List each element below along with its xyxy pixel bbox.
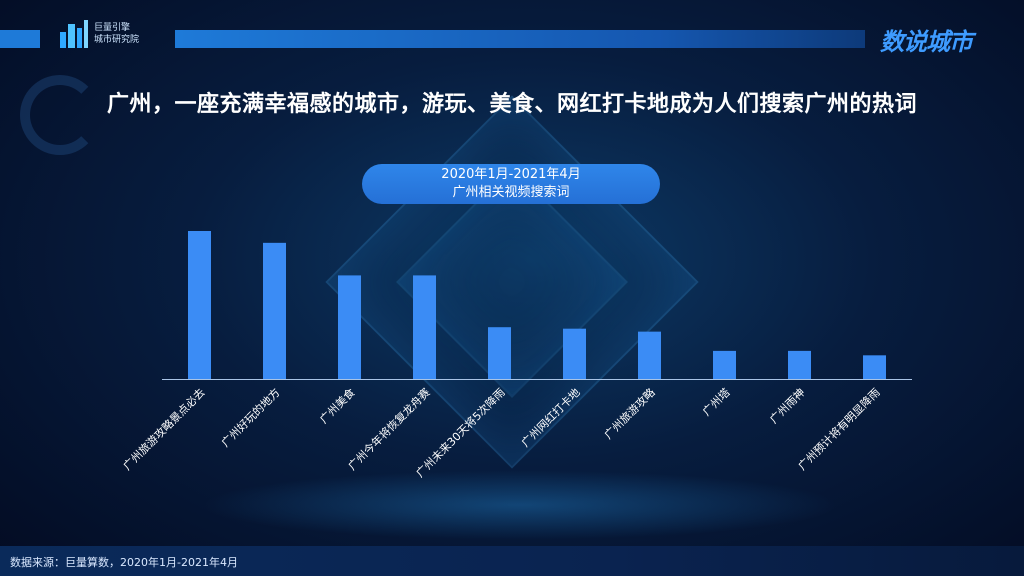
- x-tick-label-6: 广州网红打卡地: [518, 385, 582, 449]
- bar-5: [488, 327, 511, 379]
- logo-text: 巨量引擎 城市研究院: [94, 22, 139, 46]
- decorative-ring-icon: [20, 75, 100, 155]
- logo-line1: 巨量引擎: [94, 23, 131, 33]
- footer-bar: 数据来源：巨量算数，2020年1月-2021年4月: [0, 546, 1024, 576]
- x-tick-label-1: 广州旅游攻略景点必去: [120, 385, 208, 473]
- top-accent-bar-right: [175, 30, 865, 48]
- logo-line2: 城市研究院: [94, 35, 140, 45]
- bar-8: [713, 350, 736, 379]
- x-tick-label-7: 广州旅游攻略: [601, 385, 658, 442]
- bar-6: [563, 328, 586, 379]
- bar-7: [638, 331, 661, 379]
- data-source-note: 数据来源：巨量算数，2020年1月-2021年4月: [10, 556, 238, 569]
- x-tick-label-9: 广州雨神: [767, 385, 808, 426]
- background-floor-glow: [200, 470, 840, 540]
- x-tick-label-10: 广州预计将有明显降雨: [795, 385, 883, 473]
- page-title: 广州，一座充满幸福感的城市，游玩、美食、网红打卡地成为人们搜索广州的热词: [106, 92, 917, 117]
- chart-subtitle: 广州相关视频搜索词: [452, 185, 570, 200]
- bar-4: [413, 275, 436, 379]
- bar-1: [188, 231, 211, 379]
- x-tick-label-2: 广州好玩的地方: [218, 385, 282, 449]
- chart-title-pill: 2020年1月-2021年4月 广州相关视频搜索词: [362, 164, 660, 204]
- logo: 巨量引擎 城市研究院: [58, 18, 139, 50]
- x-tick-label-3: 广州美食: [317, 385, 358, 426]
- bar-2: [263, 242, 286, 379]
- x-tick-label-8: 广州塔: [700, 386, 733, 419]
- top-accent-bar-left: [0, 30, 40, 48]
- x-tick-label-4: 广州今年将恢复龙舟赛: [345, 385, 433, 473]
- brand-wordmark: 数说城市: [880, 28, 973, 56]
- bar-3: [338, 275, 361, 379]
- chart-title: 2020年1月-2021年4月: [441, 167, 581, 182]
- city-buildings-icon: [60, 20, 88, 48]
- bar-9: [788, 350, 811, 379]
- bar-10: [863, 355, 886, 379]
